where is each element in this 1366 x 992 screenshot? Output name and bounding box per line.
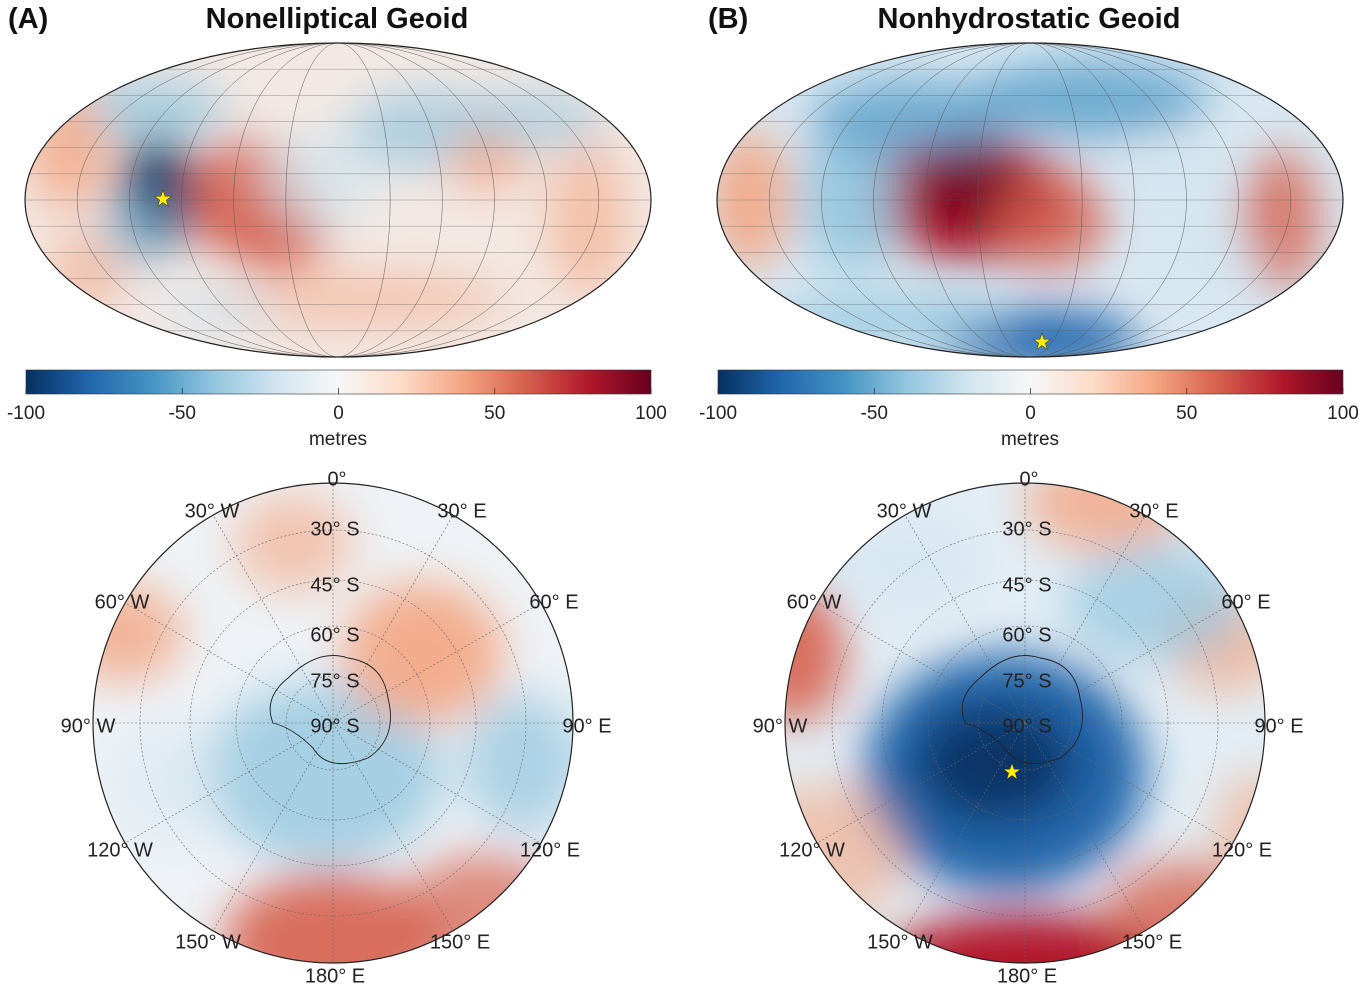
latitude-circle: [189, 579, 477, 867]
polar-grid-label: 75° S: [310, 670, 360, 693]
polar-grid-label: 90° E: [562, 715, 612, 738]
polar-grid-label: 60° E: [1221, 591, 1271, 614]
colorbar-tick-label: 0: [1025, 403, 1036, 424]
meridian-line: [125, 602, 334, 724]
polar-grid-label: 60° S: [1002, 624, 1052, 647]
star-marker-icon: [1002, 762, 1022, 780]
meridian-line: [1024, 722, 1146, 931]
meridian-line: [125, 722, 334, 844]
latitude-circle: [285, 675, 381, 771]
polar-grid-label: 45° S: [310, 574, 360, 597]
antarctica-coastline: [269, 655, 391, 765]
colorbar-unit-label: metres: [1000, 429, 1060, 450]
latitude-circle: [977, 675, 1073, 771]
polar-grid-label: 30° S: [1002, 518, 1052, 541]
colorbar-unit-label: metres: [308, 429, 368, 450]
meridian-line: [285, 43, 391, 357]
meridian-line: [768, 43, 1292, 357]
latitude-circle: [881, 579, 1169, 867]
meridian-line: [332, 722, 454, 931]
polar-grid-label: 150° W: [867, 931, 933, 954]
meridian-line: [212, 722, 334, 931]
panel-a-title: Nonelliptical Geoid: [205, 3, 469, 35]
colorbar-tick-label: 50: [1176, 403, 1198, 424]
colorbar-tick-label: -100: [6, 403, 46, 424]
polar-grid-label: 60° W: [94, 591, 150, 614]
polar-grid-label: 30° E: [1129, 500, 1179, 523]
colorbar-tick-label: 0: [333, 403, 344, 424]
mollweide-map-b: [717, 43, 1343, 357]
polar-grid-label: 120° W: [87, 839, 153, 862]
meridian-line: [181, 43, 495, 357]
panel-b-title: Nonhydrostatic Geoid: [877, 3, 1181, 35]
polar-grid-label: 45° S: [1002, 574, 1052, 597]
polar-grid-label: 30° E: [437, 500, 487, 523]
colorbar-tick-label: 50: [484, 403, 506, 424]
polar-grid-label: 30° W: [184, 500, 240, 523]
meridian-line: [1024, 602, 1233, 724]
antarctica-coastline: [961, 655, 1083, 765]
polar-grid-label: 180° E: [304, 965, 366, 988]
map-border: [716, 42, 1344, 358]
star-marker-icon: [1032, 332, 1052, 350]
meridian-line: [925, 43, 1135, 357]
polar-grid-label: 150° E: [1121, 931, 1183, 954]
meridian-line: [129, 43, 547, 357]
polar-grid-label: 120° E: [519, 839, 581, 862]
colorbar-tick-label: -50: [860, 403, 888, 424]
polar-border: [784, 482, 1266, 964]
polar-grid-label: 150° W: [175, 931, 241, 954]
meridian-line: [76, 43, 600, 357]
meridian-line: [904, 515, 1026, 724]
polar-grid-label: 30° S: [310, 518, 360, 541]
polar-border: [92, 482, 574, 964]
colorbar-tick-label: -50: [168, 403, 196, 424]
polar-grid-label: 150° E: [429, 931, 491, 954]
polar-grid-label: 90° S: [1002, 715, 1052, 738]
polar-grid-label: 90° E: [1254, 715, 1304, 738]
polar-grid-label: 30° W: [876, 500, 932, 523]
meridian-line: [873, 43, 1187, 357]
meridian-line: [212, 515, 334, 724]
map-border: [24, 42, 652, 358]
polar-grid-label: 60° E: [529, 591, 579, 614]
polar-grid-label: 0°: [327, 468, 347, 491]
polar-grid-label: 60° S: [310, 624, 360, 647]
polar-grid-label: 120° W: [779, 839, 845, 862]
polar-grid-label: 75° S: [1002, 670, 1052, 693]
meridian-line: [1024, 722, 1233, 844]
meridian-line: [817, 722, 1026, 844]
meridian-line: [332, 722, 541, 844]
meridian-line: [332, 602, 541, 724]
meridian-line: [817, 602, 1026, 724]
polar-grid-label: 120° E: [1211, 839, 1273, 862]
polar-grid-label: 180° E: [996, 965, 1058, 988]
panel-a-label: (A): [8, 3, 49, 35]
meridian-line: [904, 722, 1026, 931]
meridian-line: [1024, 515, 1146, 724]
panel-b-label: (B): [708, 3, 749, 35]
polar-grid-label: 60° W: [786, 591, 842, 614]
star-marker-icon: [153, 189, 173, 207]
polar-grid-label: 90° W: [60, 715, 116, 738]
polar-map-a: [93, 483, 573, 963]
meridian-line: [977, 43, 1083, 357]
meridian-line: [332, 515, 454, 724]
polar-grid-label: 90° S: [310, 715, 360, 738]
meridian-line: [233, 43, 443, 357]
colorbar-tick-label: 100: [1327, 403, 1359, 424]
polar-grid-label: 0°: [1019, 468, 1039, 491]
colorbar-tick-label: -100: [698, 403, 738, 424]
polar-grid-label: 90° W: [752, 715, 808, 738]
mollweide-map-a: [25, 43, 651, 357]
meridian-line: [821, 43, 1239, 357]
colorbar-tick-label: 100: [635, 403, 667, 424]
